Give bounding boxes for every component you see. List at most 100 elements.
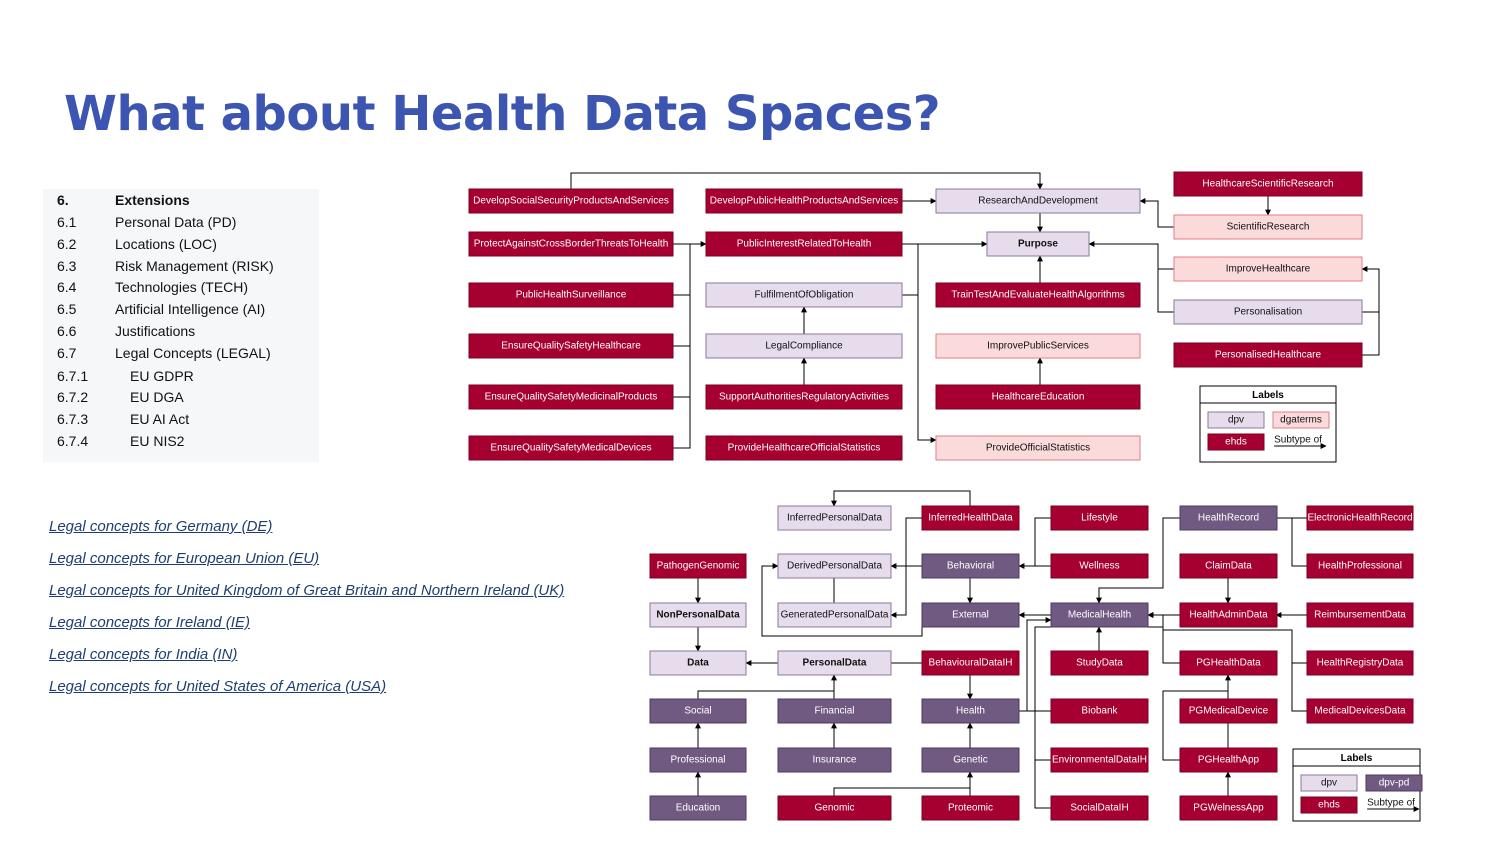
node-box [1306, 650, 1414, 676]
node-box [1173, 256, 1363, 282]
node-health-registry-data: HealthRegistryData [1306, 650, 1414, 676]
node-box [935, 333, 1141, 359]
node-train-test-and-evaluate-health-algorithms: TrainTestAndEvaluateHealthAlgorithms [935, 282, 1141, 308]
node-provide-healthcare-official-statistics: ProvideHealthcareOfficialStatistics [705, 435, 903, 461]
node-inferred-health-data: InferredHealthData [921, 505, 1020, 531]
node-improve-public-services: ImprovePublicServices [935, 333, 1141, 359]
node-box [1173, 171, 1363, 197]
node-inferred-personal-data: InferredPersonalData [777, 505, 892, 531]
edge [1148, 626, 1180, 664]
node-public-interest-related-to-health: PublicInterestRelatedToHealth [705, 231, 903, 257]
node-label: HealthRecord [1198, 513, 1259, 524]
toc-label: EU NIS2 [130, 433, 185, 449]
legend-arrow-label: Subtype of [1367, 798, 1415, 809]
node-personal-data: PersonalData [777, 650, 892, 676]
node-label: Professional [670, 755, 725, 766]
toc-label: EU GDPR [130, 368, 194, 384]
edge [1157, 269, 1174, 313]
legend-item-label: ehds [1318, 800, 1340, 811]
node-label: ImproveHealthcare [1226, 264, 1311, 275]
node-label: HealthRegistryData [1317, 658, 1404, 669]
node-box [1306, 698, 1414, 724]
legend-item-label: ehds [1225, 437, 1247, 448]
node-box [921, 795, 1020, 821]
node-proteomic: Proteomic [921, 795, 1020, 821]
node-box [1050, 505, 1149, 531]
node-public-health-surveillance: PublicHealthSurveillance [468, 282, 674, 308]
legal-concepts-link[interactable]: Legal concepts for United States of Amer… [49, 678, 387, 695]
node-pgwelness-app: PGWelnessApp [1179, 795, 1278, 821]
node-label: Data [687, 658, 709, 669]
legal-concepts-link[interactable]: Legal concepts for Germany (DE) [49, 518, 273, 535]
node-label: ImprovePublicServices [987, 341, 1089, 352]
node-box [1173, 342, 1363, 368]
node-external: External [921, 602, 1020, 628]
node-develop-social-security-products-and-services: DevelopSocialSecurityProductsAndServices [468, 188, 674, 214]
toc-label: Personal Data (PD) [115, 214, 237, 230]
node-pghealth-app: PGHealthApp [1179, 747, 1278, 773]
node-box [1179, 553, 1278, 579]
toc-label: Risk Management (RISK) [115, 258, 274, 274]
node-label: StudyData [1076, 658, 1123, 669]
node-label: PublicHealthSurveillance [516, 290, 627, 301]
node-label: ElectronicHealthRecord [1307, 513, 1412, 524]
toc-number: 6.7.4 [57, 433, 89, 449]
node-label: Education [676, 803, 720, 814]
node-label: PersonalisedHealthcare [1215, 350, 1322, 361]
node-box [468, 435, 674, 461]
edge [1088, 241, 1174, 270]
node-box [921, 553, 1020, 579]
legend-swatch [1272, 411, 1330, 429]
edge [673, 244, 691, 296]
toc-label: Technologies (TECH) [115, 279, 249, 295]
edge [1291, 663, 1307, 712]
toc-label: Legal Concepts (LEGAL) [115, 345, 271, 361]
toc-label: EU DGA [130, 389, 184, 405]
toc-label: Justifications [115, 323, 196, 339]
legend-item-label: dgaterms [1280, 415, 1322, 426]
node-label: External [952, 610, 989, 621]
node-label: PGHealthData [1196, 658, 1261, 669]
node-box [649, 602, 747, 628]
legal-concepts-link[interactable]: Legal concepts for European Union (EU) [49, 550, 320, 567]
node-box [1050, 602, 1149, 628]
node-improve-healthcare: ImproveHealthcare [1173, 256, 1363, 282]
node-personalisation: Personalisation [1173, 299, 1363, 325]
legend: Labels dpv dpv-pd ehds Subtype of [1292, 748, 1423, 822]
node-label: EnvironmentalDataIH [1052, 755, 1147, 766]
node-box [705, 188, 903, 214]
edge [1034, 711, 1051, 761]
node-box [1306, 602, 1414, 628]
node-box [935, 282, 1141, 308]
node-label: NonPersonalData [656, 610, 740, 621]
node-label: DevelopPublicHealthProductsAndServices [710, 196, 898, 207]
legend-swatch [1300, 774, 1358, 792]
node-reimbursement-data: ReimbursementData [1306, 602, 1414, 628]
toc-number: 6.2 [57, 236, 77, 252]
node-claim-data: ClaimData [1179, 553, 1278, 579]
toc-number: 6.7.2 [57, 389, 89, 405]
node-box [1179, 650, 1278, 676]
toc-number: 6.5 [57, 301, 77, 317]
edge [697, 674, 837, 699]
node-box [1050, 747, 1149, 773]
node-box [1050, 698, 1149, 724]
node-label: PersonalData [803, 658, 867, 669]
node-label: DerivedPersonalData [787, 561, 882, 572]
legal-concepts-link[interactable]: Legal concepts for United Kingdom of Gre… [49, 582, 565, 599]
node-box [921, 505, 1020, 531]
node-label: Financial [814, 706, 854, 717]
node-label: EnsureQualitySafetyMedicinalProducts [485, 392, 658, 403]
edge [761, 563, 923, 637]
node-label: SupportAuthoritiesRegulatoryActivities [719, 392, 889, 403]
node-genetic: Genetic [921, 747, 1020, 773]
node-label: Genetic [953, 755, 987, 766]
edge [831, 490, 971, 507]
node-box [1306, 505, 1414, 531]
legend-item-label: dpv-pd [1379, 778, 1410, 789]
node-label: Behavioral [947, 561, 994, 572]
node-behavioural-data-ih: BehaviouralDataIH [921, 650, 1020, 676]
legal-concepts-link[interactable]: Legal concepts for Ireland (IE) [49, 614, 250, 631]
legal-concepts-link[interactable]: Legal concepts for India (IN) [49, 646, 238, 663]
node-behavioral: Behavioral [921, 553, 1020, 579]
